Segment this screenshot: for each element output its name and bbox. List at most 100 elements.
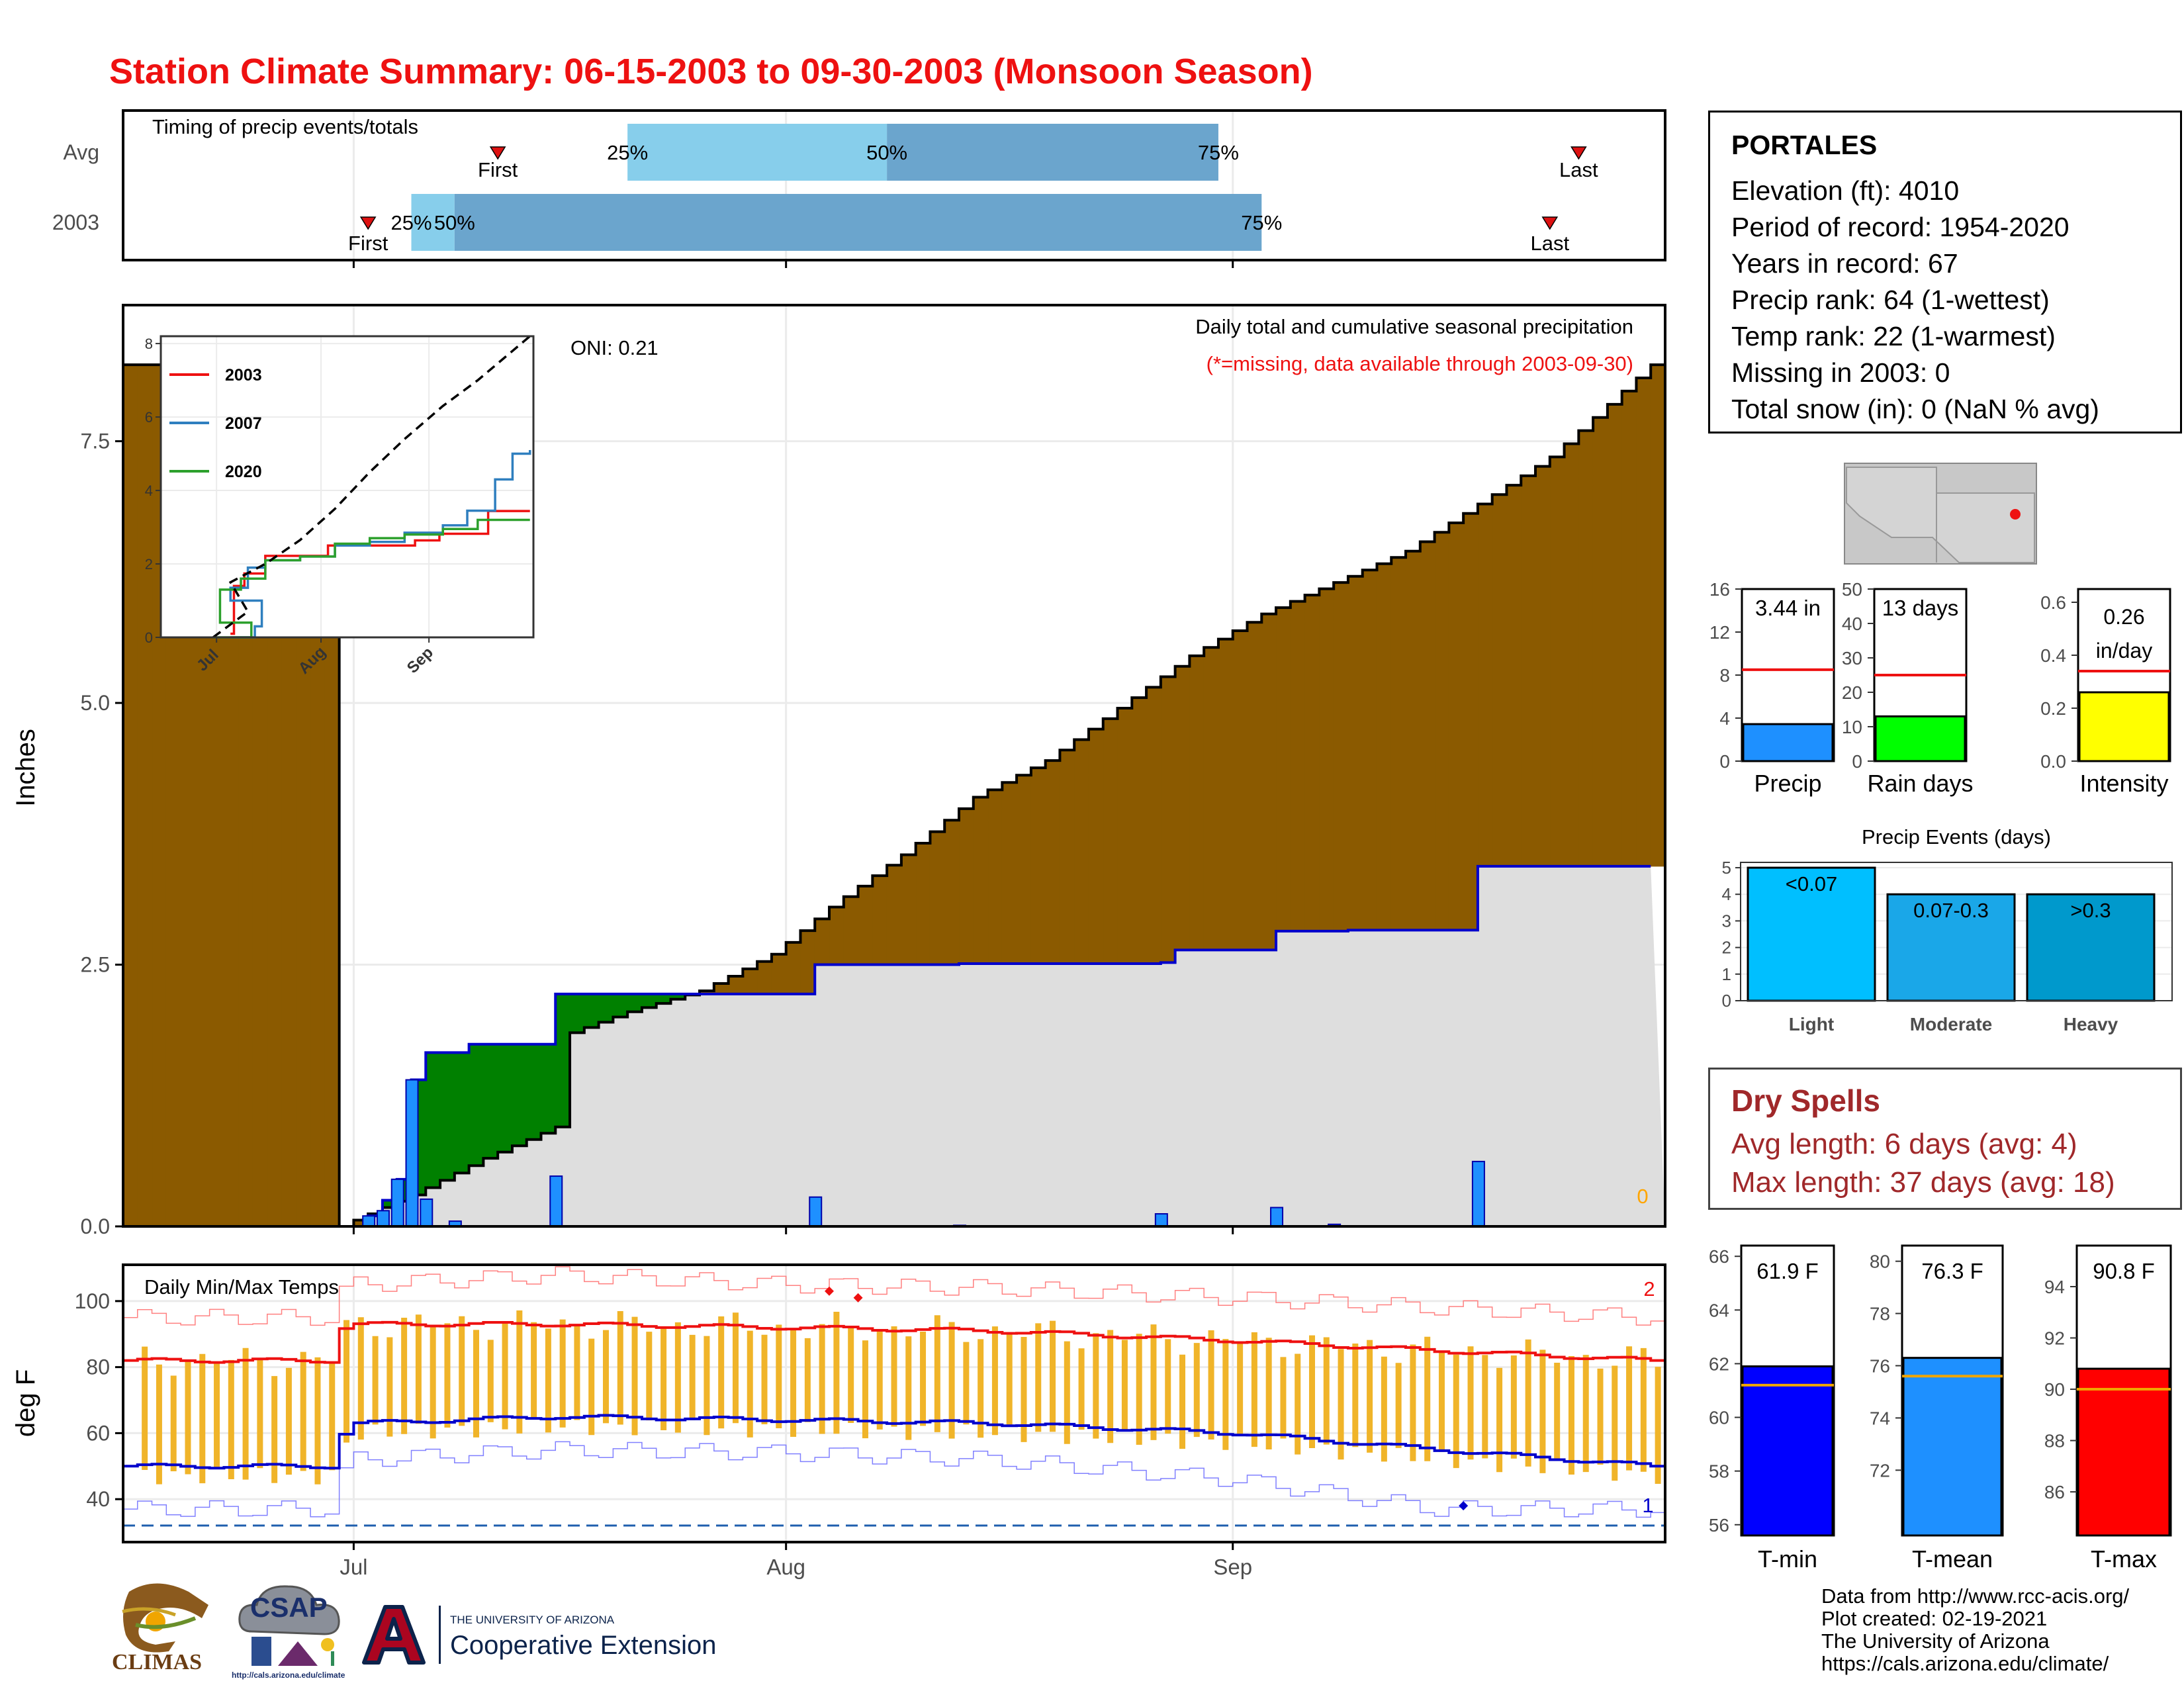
precip-events-ytick-label: 2 bbox=[1722, 938, 1731, 958]
inset-legend-label: 2007 bbox=[225, 414, 262, 433]
summary-ytick-label: 0.4 bbox=[2040, 645, 2066, 666]
credit-line: https://cals.arizona.edu/climate/ bbox=[1821, 1652, 2109, 1675]
station-detail-line: Elevation (ft): 4010 bbox=[1731, 175, 1960, 206]
record-low-marker-icon bbox=[1459, 1501, 1469, 1511]
daily-precip-bar bbox=[362, 1215, 376, 1227]
record-low-line bbox=[123, 1441, 1666, 1518]
ua-line2: Cooperative Extension bbox=[450, 1631, 717, 1660]
summary-bar-value bbox=[2078, 691, 2170, 762]
station-details: Elevation (ft): 4010 Period of record: 19… bbox=[1731, 173, 2159, 428]
summary-bar-label: Intensity bbox=[2079, 770, 2168, 797]
inset-ytick-label: 8 bbox=[145, 336, 153, 352]
temp-summary-bar bbox=[1902, 1357, 2003, 1537]
avg-max-line bbox=[123, 1320, 1666, 1364]
station-location-marker bbox=[2010, 509, 2021, 520]
precip-event-value: >0.3 bbox=[2070, 899, 2111, 922]
credit-line: Plot created: 02-19-2021 bbox=[1821, 1607, 2048, 1630]
temp-xtick-label: Aug bbox=[766, 1555, 805, 1579]
temp-summary-label: T-mean bbox=[1912, 1545, 1993, 1573]
temp-summary-ytick-label: 72 bbox=[1870, 1460, 1890, 1481]
temp-ytick-label: 60 bbox=[86, 1421, 110, 1445]
summary-ytick-label: 20 bbox=[1842, 682, 1862, 703]
csap-logo: CSAP http://cals.arizona.edu/climate bbox=[232, 1578, 351, 1684]
temp-summary-value: 61.9 F bbox=[1756, 1259, 1819, 1283]
climas-emblem-icon bbox=[122, 1583, 208, 1653]
timing-p75-label: 75% bbox=[1198, 141, 1239, 164]
first-marker-icon bbox=[489, 146, 506, 160]
summary-ytick-label: 50 bbox=[1842, 579, 1862, 600]
station-detail-line: Period of record: 1954-2020 bbox=[1731, 212, 2070, 242]
summary-ytick-label: 0.0 bbox=[2040, 751, 2066, 772]
temp-summary-ytick-label: 56 bbox=[1709, 1515, 1729, 1535]
summary-ytick-label: 16 bbox=[1709, 579, 1730, 600]
temp-ylabel: deg F bbox=[11, 1369, 40, 1437]
daily-precip-bar bbox=[1154, 1213, 1168, 1228]
timing-row-label: 2003 bbox=[52, 210, 99, 234]
summary-ytick-label: 0.2 bbox=[2040, 698, 2066, 719]
summary-bar-value bbox=[1742, 723, 1834, 762]
temp-summary-value: 90.8 F bbox=[2093, 1259, 2155, 1283]
inset-series-line bbox=[212, 518, 530, 639]
station-detail-line: Precip rank: 64 (1-wettest) bbox=[1731, 285, 2050, 315]
dry-spells-title: Dry Spells bbox=[1731, 1083, 1880, 1118]
main-ytick-label: 2.5 bbox=[81, 953, 110, 977]
temp-summary-ytick-label: 88 bbox=[2044, 1431, 2065, 1451]
temp-ytick-label: 40 bbox=[86, 1487, 110, 1511]
temp-summary-ytick-label: 94 bbox=[2044, 1277, 2065, 1297]
summary-ytick-label: 0.6 bbox=[2040, 592, 2066, 613]
summary-ytick-label: 8 bbox=[1719, 665, 1730, 686]
station-detail-line: Total snow (in): 0 (NaN % avg) bbox=[1731, 394, 2099, 424]
dry-spells-avg: Avg length: 6 days (avg: 4) bbox=[1731, 1128, 2077, 1160]
summary-ytick-label: 10 bbox=[1842, 717, 1862, 737]
inset-frame bbox=[159, 335, 535, 639]
precip-events-ytick-label: 1 bbox=[1722, 964, 1731, 984]
temp-panel-label: Daily Min/Max Temps bbox=[144, 1275, 339, 1299]
temp-summary-label: T-max bbox=[2091, 1545, 2157, 1573]
precip-event-value: 0.07-0.3 bbox=[1913, 899, 1989, 922]
precip-event-label: Moderate bbox=[1910, 1014, 1992, 1034]
temp-summary-ytick-label: 80 bbox=[1870, 1252, 1890, 1272]
daily-precip-bar bbox=[549, 1175, 563, 1228]
summary-ytick-label: 30 bbox=[1842, 648, 1862, 668]
temp-summary-ytick-label: 90 bbox=[2044, 1379, 2065, 1400]
daily-precip-bar bbox=[809, 1196, 823, 1228]
csap-url: http://cals.arizona.edu/climate bbox=[232, 1670, 345, 1680]
inset-legend-label: 2003 bbox=[225, 366, 262, 385]
climas-wordmark: CLIMAS bbox=[112, 1650, 203, 1674]
main-note-2: (*=missing, data available through 2003-… bbox=[1206, 352, 1633, 375]
inset-ytick-label: 4 bbox=[145, 482, 153, 499]
timing-bar-q1 bbox=[627, 124, 887, 181]
timing-label: Timing of precip events/totals bbox=[152, 115, 418, 138]
inset-ytick-label: 2 bbox=[145, 556, 153, 572]
temp-summary-ytick-label: 86 bbox=[2044, 1482, 2065, 1502]
daily-precip-bar bbox=[1471, 1160, 1485, 1227]
summary-value-text: 3.44 in bbox=[1755, 596, 1821, 620]
station-name: PORTALES bbox=[1731, 130, 1878, 160]
timing-first-label: First bbox=[348, 232, 388, 255]
main-note-1: Daily total and cumulative seasonal prec… bbox=[1195, 315, 1633, 338]
temp-xtick-label: Sep bbox=[1213, 1555, 1252, 1579]
dry-spells-max: Max length: 37 days (avg: 18) bbox=[1731, 1166, 2115, 1199]
temp-summary-ytick-label: 74 bbox=[1870, 1408, 1890, 1428]
timing-bar-q1 bbox=[411, 194, 455, 251]
inset-legend-label: 2020 bbox=[225, 463, 262, 481]
first-marker-icon bbox=[359, 216, 377, 230]
precip-event-label: Light bbox=[1789, 1014, 1834, 1034]
temp-xtick-label: Jul bbox=[340, 1555, 367, 1579]
main-ylabel: Inches bbox=[11, 729, 40, 807]
daily-precip-bar bbox=[376, 1210, 390, 1227]
temp-summary-ytick-label: 60 bbox=[1709, 1408, 1729, 1428]
daily-precip-bar bbox=[390, 1178, 404, 1228]
record-high-marker-icon bbox=[853, 1293, 863, 1303]
station-detail-line: Missing in 2003: 0 bbox=[1731, 357, 1950, 388]
avg-min-line bbox=[123, 1414, 1666, 1470]
timing-panel-frame bbox=[122, 109, 1666, 261]
timing-p25-label: 25% bbox=[607, 141, 648, 164]
timing-row-label: Avg bbox=[63, 140, 99, 164]
credit-line: The University of Arizona bbox=[1821, 1629, 2050, 1653]
record-low-count: 1 bbox=[1642, 1494, 1653, 1517]
timing-last-label: Last bbox=[1559, 158, 1598, 181]
avg-cumulative-line bbox=[123, 363, 1665, 1228]
